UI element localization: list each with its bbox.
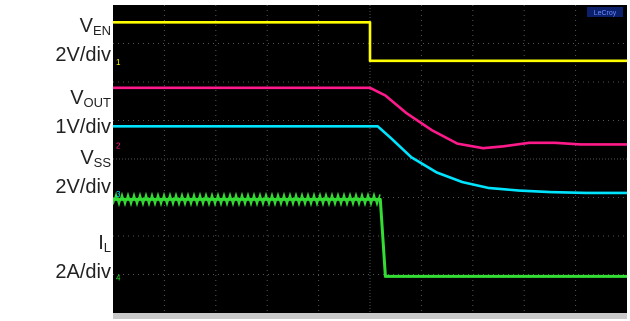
label-ven-scale: 2V/div — [55, 44, 111, 66]
label-ven-signal: VEN — [79, 15, 111, 38]
trace-il-ripple — [113, 191, 381, 208]
trace-vss — [113, 125, 627, 195]
channel-marker-3: 3 — [116, 190, 121, 199]
channel-markers: 1 2 3 4 — [116, 58, 121, 283]
label-vout-scale: 1V/div — [55, 116, 111, 138]
trace-ven — [113, 20, 627, 63]
label-vss: VSS 2V/div — [55, 146, 111, 199]
channel-marker-2: 2 — [116, 141, 121, 150]
label-ven: VEN 2V/div — [55, 14, 111, 67]
channel-marker-4: 4 — [116, 273, 121, 282]
label-il-scale: 2A/div — [55, 261, 111, 283]
label-vout: VOUT 1V/div — [55, 86, 111, 139]
label-il: IL 2A/div — [55, 231, 111, 284]
channel-marker-1: 1 — [116, 58, 121, 67]
brand-badge: LeCroy — [594, 10, 617, 17]
oscilloscope-screen: 1 2 3 4 LeCroy — [113, 5, 627, 319]
label-vss-scale: 2V/div — [55, 176, 111, 198]
trace-vout — [113, 86, 627, 150]
bottom-status-bar — [113, 313, 627, 319]
label-il-signal: IL — [98, 232, 111, 255]
label-vss-signal: VSS — [80, 147, 111, 170]
brand-badge-box — [587, 7, 623, 17]
label-vout-signal: VOUT — [70, 87, 111, 110]
scope-traces — [113, 20, 627, 278]
